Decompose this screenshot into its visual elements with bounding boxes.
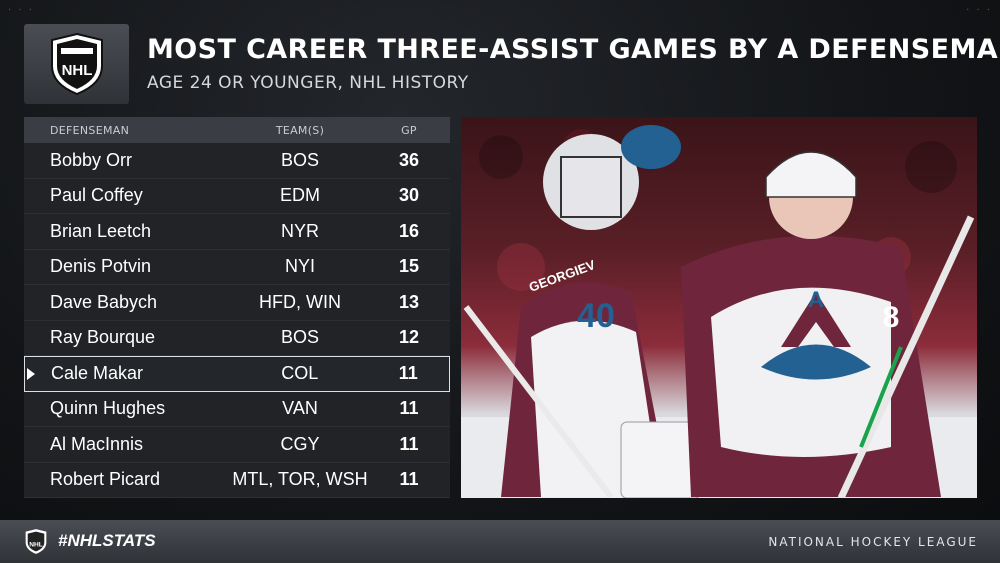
player-gp: 12 [398,327,420,348]
hashtag-nhlstats: #NHLSTATS [58,531,156,550]
stats-table: DEFENSEMAN TEAM(S) GP Bobby Orr BOS 36 Paul… [24,117,450,498]
player-team: NYI [284,256,315,277]
footer-bar [0,520,1000,563]
page-subtitle: AGE 24 OR YOUNGER, NHL HISTORY [147,73,469,93]
player-team: MTL, TOR, WSH [232,469,368,490]
nhl-shield-icon: NHL [50,32,103,96]
player-team: BOS [280,149,319,170]
table-row: Ray Bourque BOS 12 [24,320,450,356]
svg-text:A: A [808,287,824,312]
player-gp: 30 [398,185,420,206]
player-gp: 16 [398,220,420,241]
player-gp: 11 [398,363,418,384]
player-team: NYR [280,220,319,241]
table-header: DEFENSEMAN TEAM(S) GP [24,117,450,143]
svg-text:NHL: NHL [29,541,43,548]
players-illustration: 40 GEORGIEV A 8 [461,125,977,498]
player-team: CGY [280,433,320,454]
player-gp: 11 [399,433,419,454]
page-title: MOST CAREER THREE-ASSIST GAMES BY A DEFE… [147,34,1000,65]
player-gp: 15 [398,256,420,277]
player-team: BOS [280,327,319,348]
nhl-small-shield-icon: NHL [25,529,47,554]
player-name: Denis Potvin [50,256,152,277]
svg-text:NHL: NHL [61,62,92,79]
player-name: Dave Babych [50,291,158,312]
header-defenseman: DEFENSEMAN [50,123,130,137]
player-team: VAN [282,398,318,419]
league-name: NATIONAL HOCKEY LEAGUE [768,535,978,549]
player-team: COL [281,363,319,384]
corner-dots-right: · · · [966,5,992,16]
player-name: Robert Picard [50,469,161,490]
goalie-figure: 40 GEORGIEV [501,134,702,498]
table-row: Robert Picard MTL, TOR, WSH 11 [24,462,450,498]
player-name: Al MacInnis [50,433,144,454]
table-row: Quinn Hughes VAN 11 [24,391,450,427]
player-name: Cale Makar [51,363,144,384]
player-team: EDM [280,185,320,206]
table-row: Brian Leetch NYR 16 [24,214,450,250]
svg-text:40: 40 [577,297,615,335]
table-row: Dave Babych HFD, WIN 13 [24,285,450,321]
player-team: HFD, WIN [259,291,341,312]
table-row: Paul Coffey EDM 30 [24,178,450,214]
table-row: Cale Makar COL 11 [24,356,450,392]
player-gp: 11 [399,469,419,490]
player-gp: 13 [398,291,420,312]
player-gp: 11 [399,398,419,419]
corner-dots-left: · · · [8,5,34,16]
header-teams: TEAM(S) [275,123,325,137]
table-row: Bobby Orr BOS 36 [24,143,450,179]
header-gp: GP [401,123,417,137]
table-row: Denis Potvin NYI 15 [24,249,450,285]
player-name: Bobby Orr [50,149,133,170]
table-row: Al MacInnis CGY 11 [24,427,450,463]
player-name: Brian Leetch [50,220,152,241]
player-name: Paul Coffey [50,185,143,206]
svg-text:8: 8 [883,301,900,334]
nhl-logo-box: NHL [24,24,129,104]
player-name: Quinn Hughes [50,398,166,419]
skater-figure: A 8 [681,151,941,497]
player-name: Ray Bourque [50,327,156,348]
team-photo: 40 GEORGIEV A 8 [461,117,977,498]
player-gp: 36 [398,149,420,170]
